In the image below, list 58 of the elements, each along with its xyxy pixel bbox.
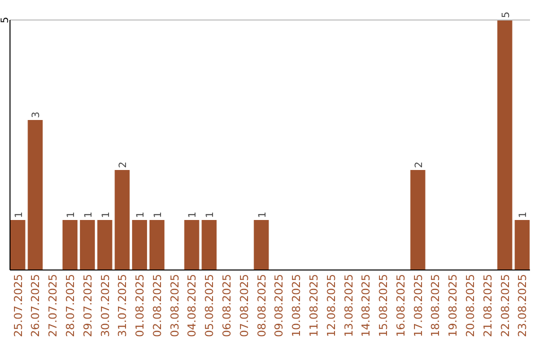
x-tick-label: 30.07.2025 <box>98 274 112 337</box>
x-tick-label: 07.08.2025 <box>238 274 251 337</box>
x-tick-label: 19.08.2025 <box>446 274 460 337</box>
x-tick-label: 14.08.2025 <box>360 274 373 337</box>
x-tick-label: 13.08.2025 <box>342 274 356 337</box>
x-tick-label: 20.08.2025 <box>464 274 477 337</box>
x-tick-label: 21.08.2025 <box>481 274 494 337</box>
data-label: 1 <box>83 212 94 218</box>
x-tick-label: 27.07.2025 <box>46 274 60 337</box>
data-label: 1 <box>66 212 77 218</box>
bar <box>10 220 26 270</box>
x-tick-label: 25.07.2025 <box>12 274 25 337</box>
x-tick-label: 23.08.2025 <box>516 274 530 337</box>
data-label: 2 <box>118 162 130 168</box>
x-tick-label: 18.08.2025 <box>429 274 442 337</box>
data-label: 2 <box>414 162 425 168</box>
data-label: 3 <box>31 112 42 118</box>
x-tick-label: 17.08.2025 <box>412 274 425 337</box>
data-label: 1 <box>136 212 147 218</box>
bar <box>497 20 512 270</box>
data-label: 1 <box>257 212 268 218</box>
x-tick-label: 09.08.2025 <box>272 274 286 337</box>
bar <box>202 220 217 270</box>
bar <box>114 170 130 270</box>
x-tick-label: 03.08.2025 <box>168 274 182 337</box>
data-label: 1 <box>152 212 164 218</box>
bar <box>28 120 43 270</box>
x-tick-label: 22.08.2025 <box>498 274 512 337</box>
bar <box>514 220 530 270</box>
data-label: 1 <box>100 212 112 218</box>
data-label: 1 <box>14 212 25 218</box>
x-tick-label: 04.08.2025 <box>186 274 199 337</box>
data-label: 1 <box>188 212 199 218</box>
x-tick-label: 01.08.2025 <box>134 274 147 337</box>
bar <box>80 220 95 270</box>
x-tick-label: 08.08.2025 <box>255 274 268 337</box>
x-tick-label: 12.08.2025 <box>324 274 338 337</box>
bar <box>132 220 148 270</box>
x-tick-label: 05.08.2025 <box>203 274 216 337</box>
bar <box>410 170 426 270</box>
x-tick-label: 31.07.2025 <box>116 274 130 337</box>
x-tick-label: 02.08.2025 <box>150 274 164 337</box>
x-tick-label: 06.08.2025 <box>220 274 234 337</box>
bar <box>184 220 200 270</box>
bar <box>97 220 112 270</box>
x-tick-label: 16.08.2025 <box>394 274 408 337</box>
data-label: 1 <box>518 212 530 218</box>
x-tick-label: 15.08.2025 <box>377 274 390 337</box>
bar <box>254 220 269 270</box>
x-tick-label: 26.07.2025 <box>29 274 42 337</box>
x-tick-label: 10.08.2025 <box>290 274 304 337</box>
x-tick-label: 11.08.2025 <box>307 274 320 337</box>
data-label: 5 <box>500 12 512 18</box>
bar <box>62 220 78 270</box>
x-tick-label: 28.07.2025 <box>64 274 77 337</box>
data-label: 1 <box>205 212 216 218</box>
x-tick-label: 29.07.2025 <box>81 274 94 337</box>
bar <box>149 220 164 270</box>
